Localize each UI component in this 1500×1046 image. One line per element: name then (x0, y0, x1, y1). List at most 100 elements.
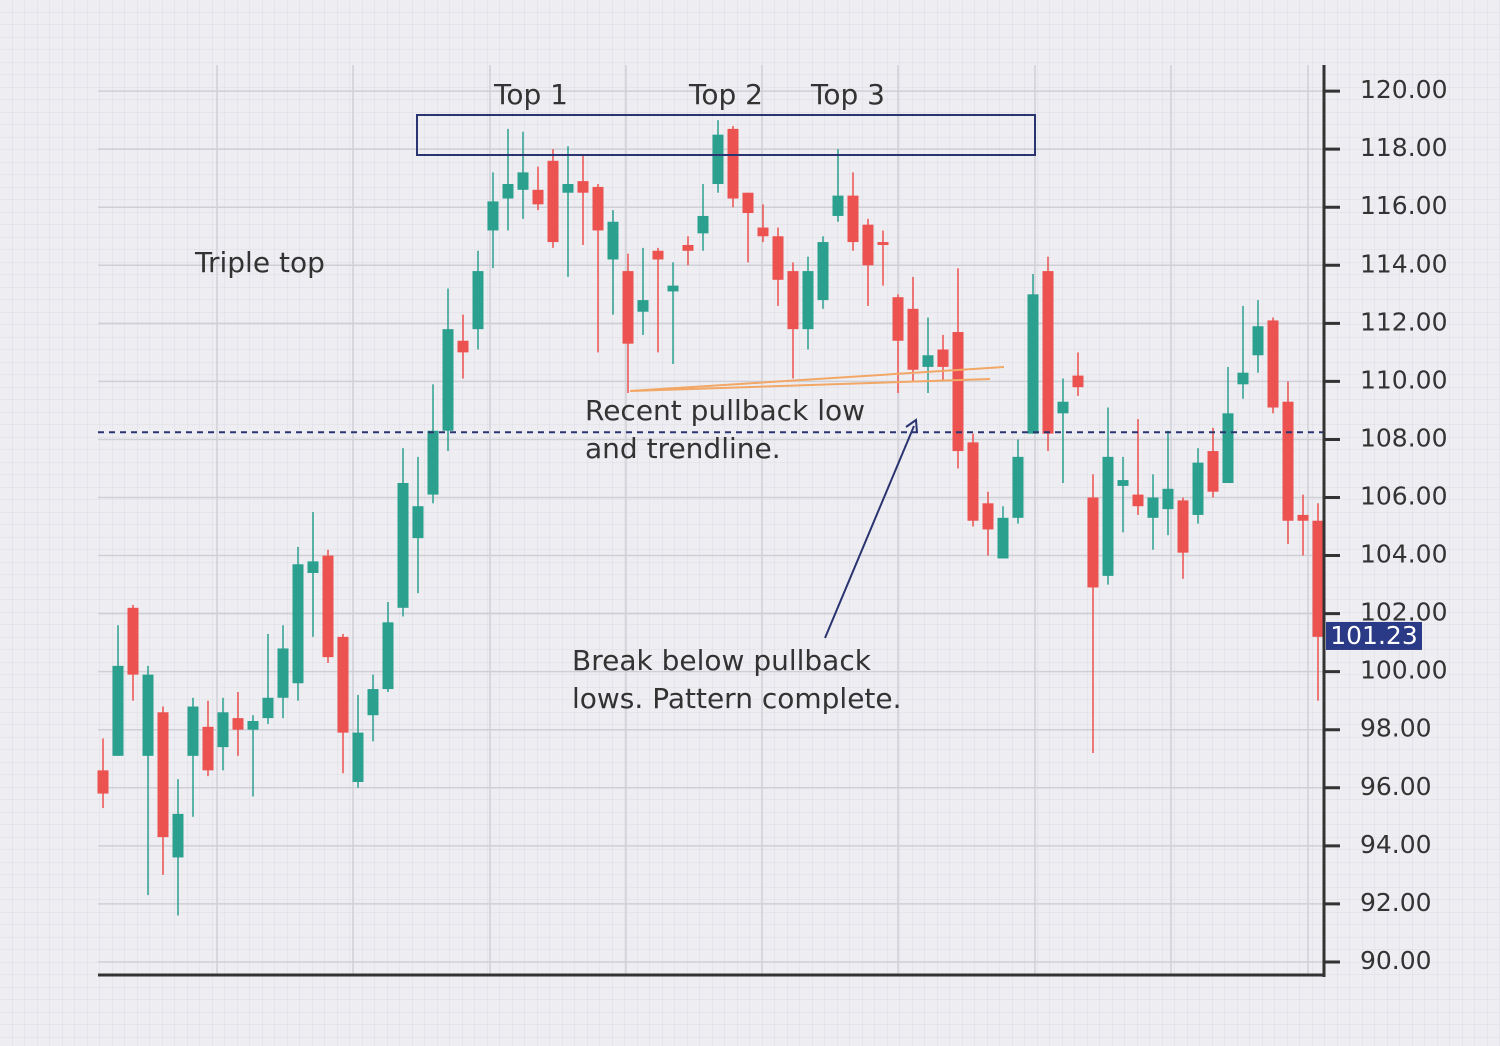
candle-body (832, 195, 844, 216)
candle-body (682, 244, 694, 251)
candle-body (547, 160, 559, 243)
y-tick-label: 116.00 (1360, 191, 1447, 220)
candle-body (472, 271, 484, 330)
candle-body (457, 340, 469, 353)
candle-body (532, 189, 544, 205)
y-tick-label: 94.00 (1360, 830, 1432, 859)
candle-body (262, 697, 274, 719)
candle-body (847, 195, 859, 243)
y-tick-label: 98.00 (1360, 714, 1432, 743)
y-tick-label: 118.00 (1360, 133, 1447, 162)
candle-body (1237, 372, 1249, 385)
candle-body (907, 308, 919, 370)
candle-body (877, 242, 889, 245)
candle-body (1087, 497, 1099, 588)
candle-body (967, 442, 979, 521)
candle-body (187, 706, 199, 756)
top-label: Top 3 (810, 78, 885, 111)
candle-body (367, 689, 379, 716)
candle-body (787, 271, 799, 330)
candle-body (292, 564, 304, 684)
candle-body (277, 648, 289, 698)
candle-body (922, 355, 934, 367)
y-tick-label: 114.00 (1360, 249, 1447, 278)
candle-body (892, 297, 904, 341)
y-tick-label: 90.00 (1360, 946, 1432, 975)
candle-body (172, 813, 184, 858)
tops-box (416, 114, 1036, 156)
candle-body (1252, 326, 1264, 356)
y-tick-label: 102.00 (1360, 598, 1447, 627)
candle-body (1102, 456, 1114, 576)
candle-body (667, 285, 679, 292)
candle-body (1222, 413, 1234, 483)
arrow (824, 418, 918, 639)
candle-body (487, 201, 499, 231)
y-tick-label: 106.00 (1360, 482, 1447, 511)
top-label: Top 2 (688, 78, 763, 111)
candle-body (637, 300, 649, 312)
candle-body (442, 329, 454, 431)
candle-body (952, 332, 964, 452)
candle-body (1177, 500, 1189, 553)
candle-body (337, 636, 349, 733)
candle-body (202, 726, 214, 771)
candle-body (322, 555, 334, 658)
candle-body (1147, 497, 1159, 518)
annotation: and trendline. (585, 432, 781, 465)
candle-body (97, 770, 109, 794)
candle-body (142, 674, 154, 756)
candle-body (997, 517, 1009, 559)
candle-body (517, 172, 529, 190)
last-price-box (1326, 621, 1422, 650)
candle-body (1207, 451, 1219, 492)
candle-body (1042, 271, 1054, 434)
candle-body (427, 430, 439, 495)
candle-body (1282, 401, 1294, 521)
last-price-label: 101.23 (1330, 621, 1417, 650)
candle-body (862, 224, 874, 266)
y-tick-label: 100.00 (1360, 656, 1447, 685)
top-label: Top 1 (493, 78, 568, 111)
candle-body (592, 186, 604, 231)
candle-body (232, 718, 244, 730)
candle-body (1312, 520, 1324, 637)
candle-body (1297, 514, 1309, 521)
candle-body (652, 250, 664, 260)
candle-body (802, 271, 814, 330)
y-tick-label: 108.00 (1360, 423, 1447, 452)
candle-body (742, 192, 754, 214)
candle-body (712, 134, 724, 185)
candle-body (352, 732, 364, 782)
y-tick-label: 104.00 (1360, 540, 1447, 569)
candle-body (607, 221, 619, 260)
candle-body (937, 349, 949, 367)
annotation: Recent pullback low (585, 394, 865, 427)
candle-body (817, 242, 829, 301)
candle-body (112, 665, 124, 756)
y-tick-label: 120.00 (1360, 75, 1447, 104)
candle-body (157, 712, 169, 838)
candle-body (772, 236, 784, 280)
y-tick-label: 92.00 (1360, 888, 1432, 917)
candle-body (1117, 480, 1129, 486)
candle-body (982, 503, 994, 530)
annotation: Break below pullback (572, 644, 872, 677)
candle-body (562, 184, 574, 193)
candle-body (577, 181, 589, 193)
y-tick-label: 96.00 (1360, 772, 1432, 801)
candle-body (622, 271, 634, 344)
candle-body (1162, 488, 1174, 510)
candle-body (1027, 294, 1039, 434)
candle-body (217, 712, 229, 748)
candle-body (397, 482, 409, 608)
candle-body (307, 561, 319, 573)
annotation-title: Triple top (194, 246, 325, 279)
candle-body (502, 184, 514, 199)
candle-body (247, 721, 259, 730)
candle-body (412, 506, 424, 539)
candle-body (1267, 320, 1279, 408)
